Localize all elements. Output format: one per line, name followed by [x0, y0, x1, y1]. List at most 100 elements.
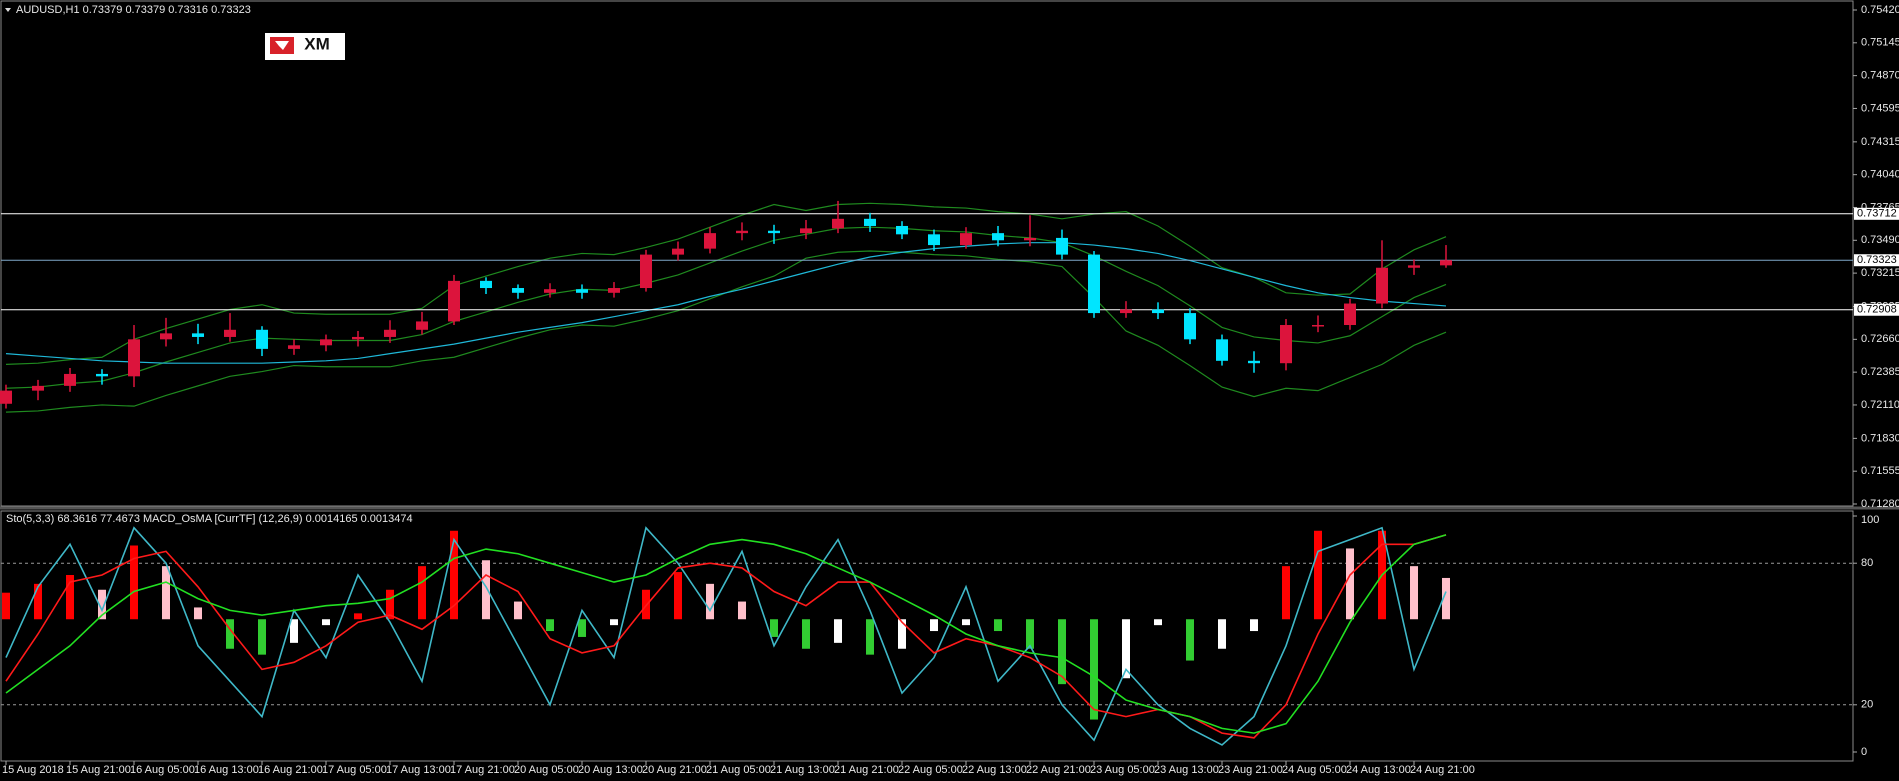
candle-body — [544, 289, 556, 293]
candle-body — [1024, 237, 1036, 241]
histogram-bar — [1154, 619, 1162, 626]
histogram-bar — [546, 619, 554, 632]
histogram-bar — [514, 601, 522, 620]
bid-label: 0.73323 — [1857, 254, 1897, 266]
y-tick-label: 80 — [1861, 557, 1873, 569]
candle-body — [960, 233, 972, 246]
histogram-bar — [578, 619, 586, 637]
x-tick-label: 23 Aug 05:00 — [1090, 764, 1155, 776]
candle-body — [1216, 339, 1228, 361]
histogram-bar — [354, 613, 362, 620]
histogram-bar — [226, 619, 234, 649]
histogram-bar — [194, 607, 202, 620]
histogram-bar — [930, 619, 938, 632]
indicator-line — [5, 534, 1447, 739]
candle-body — [736, 230, 748, 234]
indicator-pane-border — [0, 510, 1854, 762]
candle-body — [928, 234, 940, 246]
y-tick-label: 0.75420 — [1861, 4, 1899, 16]
y-tick-label: 0.74595 — [1861, 102, 1899, 114]
logo: XM — [265, 33, 345, 60]
histogram-bar — [1122, 619, 1130, 679]
candle-body — [576, 289, 588, 293]
histogram-bar — [1090, 619, 1098, 720]
histogram-bar — [290, 619, 298, 643]
candle-body — [672, 248, 684, 255]
x-tick-label: 17 Aug 05:00 — [322, 764, 387, 776]
candle-body — [1312, 325, 1324, 327]
indicator-line — [5, 526, 1447, 746]
candle-body — [352, 336, 364, 340]
indicator-line — [5, 202, 1447, 365]
x-tick-label: 16 Aug 21:00 — [258, 764, 323, 776]
x-tick-label: 24 Aug 13:00 — [1346, 764, 1411, 776]
candle-body — [864, 218, 876, 226]
x-tick-label: 23 Aug 13:00 — [1154, 764, 1219, 776]
histogram-bar — [802, 619, 810, 649]
histogram-bar — [162, 566, 170, 620]
candle-body — [640, 254, 652, 289]
bid-label-box — [1854, 254, 1899, 267]
candle-body — [512, 288, 524, 293]
y-tick-label: 0.71555 — [1861, 465, 1899, 477]
indicator-line — [5, 534, 1447, 734]
candle-body — [320, 339, 332, 346]
histogram-bar — [770, 619, 778, 637]
histogram-bar — [738, 601, 746, 620]
level-label: 0.73712 — [1857, 208, 1897, 220]
candle-body — [384, 329, 396, 337]
x-tick-label: 20 Aug 13:00 — [578, 764, 643, 776]
candle-body — [416, 321, 428, 330]
candle-body — [1088, 254, 1100, 314]
candle-body — [64, 373, 76, 386]
histogram-bar — [34, 583, 42, 620]
histogram-bar — [962, 619, 970, 626]
chart-title: AUDUSD,H1 0.73379 0.73379 0.73316 0.7332… — [16, 4, 251, 16]
candle-body — [224, 329, 236, 337]
x-tick-label: 15 Aug 2018 — [2, 764, 64, 776]
x-tick-label: 16 Aug 05:00 — [130, 764, 195, 776]
level-label-box — [1854, 303, 1899, 316]
y-tick-label: 0.72110 — [1861, 399, 1899, 411]
menu-arrow[interactable] — [5, 8, 11, 12]
x-tick-label: 20 Aug 05:00 — [514, 764, 579, 776]
x-tick-label: 23 Aug 21:00 — [1218, 764, 1283, 776]
candle-body — [448, 280, 460, 322]
histogram-bar — [258, 619, 266, 655]
y-tick-label: 0.72385 — [1861, 366, 1899, 378]
candle-body — [1280, 325, 1292, 364]
candle-body — [1440, 260, 1452, 266]
y-tick-label: 0.73215 — [1861, 267, 1899, 279]
candle-body — [480, 280, 492, 289]
level-label-box — [1854, 207, 1899, 220]
histogram-bar — [482, 560, 490, 620]
histogram-bar — [706, 583, 714, 620]
histogram-bar — [674, 572, 682, 620]
histogram-bar — [450, 530, 458, 620]
y-tick-label: 0 — [1861, 746, 1867, 758]
x-tick-label: 17 Aug 13:00 — [386, 764, 451, 776]
histogram-bar — [866, 619, 874, 655]
histogram-bar — [322, 619, 330, 626]
candle-body — [1344, 303, 1356, 326]
y-tick-label: 100 — [1861, 514, 1879, 526]
histogram-bar — [610, 619, 618, 626]
indicator-title: Sto(5,3,3) 68.3616 77.4673 MACD_OsMA [Cu… — [6, 513, 413, 525]
candle-body — [992, 233, 1004, 241]
logo-text: XM — [304, 34, 330, 53]
y-tick-label: 0.71280 — [1861, 498, 1899, 510]
candle-body — [1408, 265, 1420, 268]
candle-body — [704, 233, 716, 249]
candle-body — [192, 333, 204, 337]
histogram-bar — [130, 545, 138, 620]
y-tick-label: 0.72660 — [1861, 333, 1899, 345]
candle-body — [288, 345, 300, 349]
candle-body — [896, 225, 908, 235]
indicator-line — [5, 242, 1447, 364]
histogram-bar — [98, 589, 106, 620]
candle-body — [256, 329, 268, 349]
y-tick-label: 0.75145 — [1861, 37, 1899, 49]
x-tick-label: 21 Aug 21:00 — [834, 764, 899, 776]
